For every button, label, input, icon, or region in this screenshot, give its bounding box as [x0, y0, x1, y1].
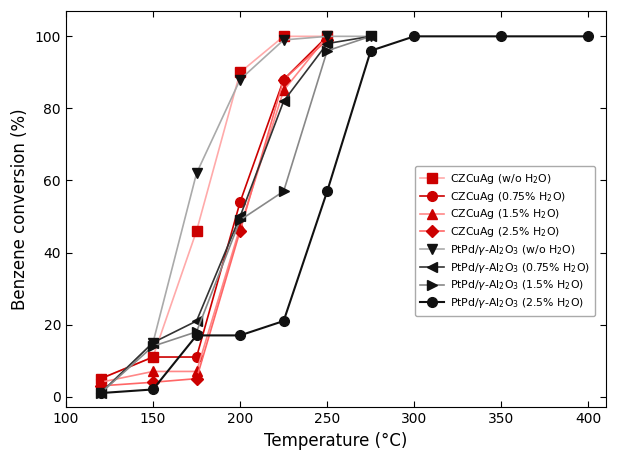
CZCuAg (0.75% H$_2$O) — [280, 77, 288, 83]
PtPd/$\gamma$-Al$_2$O$_3$ (w/o H$_2$O) — [367, 34, 375, 39]
CZCuAg (w/o H$_2$O) — [236, 70, 244, 75]
Line: PtPd/$\gamma$-Al$_2$O$_3$ (0.75% H$_2$O): PtPd/$\gamma$-Al$_2$O$_3$ (0.75% H$_2$O) — [96, 31, 376, 398]
CZCuAg (w/o H$_2$O) — [323, 34, 331, 39]
PtPd/$\gamma$-Al$_2$O$_3$ (2.5% H$_2$O) — [149, 387, 157, 392]
PtPd/$\gamma$-Al$_2$O$_3$ (w/o H$_2$O) — [280, 37, 288, 43]
PtPd/$\gamma$-Al$_2$O$_3$ (2.5% H$_2$O) — [97, 390, 104, 396]
PtPd/$\gamma$-Al$_2$O$_3$ (2.5% H$_2$O) — [236, 333, 244, 338]
Legend: CZCuAg (w/o H$_2$O), CZCuAg (0.75% H$_2$O), CZCuAg (1.5% H$_2$O), CZCuAg (2.5% H: CZCuAg (w/o H$_2$O), CZCuAg (0.75% H$_2$… — [415, 166, 595, 316]
PtPd/$\gamma$-Al$_2$O$_3$ (0.75% H$_2$O) — [193, 318, 201, 324]
PtPd/$\gamma$-Al$_2$O$_3$ (0.75% H$_2$O) — [97, 390, 104, 396]
PtPd/$\gamma$-Al$_2$O$_3$ (0.75% H$_2$O) — [236, 214, 244, 219]
CZCuAg (2.5% H$_2$O) — [236, 228, 244, 234]
PtPd/$\gamma$-Al$_2$O$_3$ (1.5% H$_2$O) — [280, 189, 288, 194]
PtPd/$\gamma$-Al$_2$O$_3$ (2.5% H$_2$O) — [280, 318, 288, 324]
CZCuAg (2.5% H$_2$O) — [323, 37, 331, 43]
CZCuAg (0.75% H$_2$O) — [236, 199, 244, 205]
CZCuAg (2.5% H$_2$O) — [149, 379, 157, 385]
PtPd/$\gamma$-Al$_2$O$_3$ (0.75% H$_2$O) — [149, 340, 157, 345]
PtPd/$\gamma$-Al$_2$O$_3$ (2.5% H$_2$O) — [585, 34, 592, 39]
PtPd/$\gamma$-Al$_2$O$_3$ (1.5% H$_2$O) — [97, 390, 104, 396]
CZCuAg (2.5% H$_2$O) — [97, 383, 104, 389]
PtPd/$\gamma$-Al$_2$O$_3$ (2.5% H$_2$O) — [367, 48, 375, 53]
CZCuAg (w/o H$_2$O) — [97, 376, 104, 381]
Line: PtPd/$\gamma$-Al$_2$O$_3$ (1.5% H$_2$O): PtPd/$\gamma$-Al$_2$O$_3$ (1.5% H$_2$O) — [96, 31, 376, 398]
CZCuAg (1.5% H$_2$O) — [323, 34, 331, 39]
X-axis label: Temperature (°C): Temperature (°C) — [264, 432, 408, 450]
PtPd/$\gamma$-Al$_2$O$_3$ (2.5% H$_2$O) — [193, 333, 201, 338]
CZCuAg (0.75% H$_2$O) — [97, 376, 104, 381]
PtPd/$\gamma$-Al$_2$O$_3$ (0.75% H$_2$O) — [323, 41, 331, 46]
PtPd/$\gamma$-Al$_2$O$_3$ (2.5% H$_2$O) — [323, 189, 331, 194]
PtPd/$\gamma$-Al$_2$O$_3$ (1.5% H$_2$O) — [236, 217, 244, 223]
PtPd/$\gamma$-Al$_2$O$_3$ (1.5% H$_2$O) — [149, 343, 157, 349]
CZCuAg (0.75% H$_2$O) — [323, 34, 331, 39]
PtPd/$\gamma$-Al$_2$O$_3$ (w/o H$_2$O) — [236, 77, 244, 83]
Y-axis label: Benzene conversion (%): Benzene conversion (%) — [11, 108, 29, 310]
CZCuAg (1.5% H$_2$O) — [236, 225, 244, 230]
PtPd/$\gamma$-Al$_2$O$_3$ (0.75% H$_2$O) — [280, 99, 288, 104]
PtPd/$\gamma$-Al$_2$O$_3$ (0.75% H$_2$O) — [367, 34, 375, 39]
Line: PtPd/$\gamma$-Al$_2$O$_3$ (2.5% H$_2$O): PtPd/$\gamma$-Al$_2$O$_3$ (2.5% H$_2$O) — [96, 31, 594, 398]
CZCuAg (1.5% H$_2$O) — [97, 379, 104, 385]
CZCuAg (w/o H$_2$O) — [149, 354, 157, 360]
CZCuAg (w/o H$_2$O) — [280, 34, 288, 39]
PtPd/$\gamma$-Al$_2$O$_3$ (1.5% H$_2$O) — [193, 329, 201, 335]
PtPd/$\gamma$-Al$_2$O$_3$ (w/o H$_2$O) — [193, 171, 201, 176]
CZCuAg (2.5% H$_2$O) — [193, 376, 201, 381]
Line: CZCuAg (w/o H$_2$O): CZCuAg (w/o H$_2$O) — [96, 31, 332, 384]
PtPd/$\gamma$-Al$_2$O$_3$ (w/o H$_2$O) — [97, 390, 104, 396]
CZCuAg (1.5% H$_2$O) — [280, 88, 288, 93]
CZCuAg (0.75% H$_2$O) — [149, 354, 157, 360]
Line: CZCuAg (2.5% H$_2$O): CZCuAg (2.5% H$_2$O) — [97, 36, 331, 390]
CZCuAg (w/o H$_2$O) — [193, 228, 201, 234]
PtPd/$\gamma$-Al$_2$O$_3$ (2.5% H$_2$O) — [498, 34, 505, 39]
PtPd/$\gamma$-Al$_2$O$_3$ (w/o H$_2$O) — [149, 340, 157, 345]
PtPd/$\gamma$-Al$_2$O$_3$ (1.5% H$_2$O) — [323, 48, 331, 53]
Line: CZCuAg (1.5% H$_2$O): CZCuAg (1.5% H$_2$O) — [96, 31, 332, 387]
Line: CZCuAg (0.75% H$_2$O): CZCuAg (0.75% H$_2$O) — [96, 31, 332, 384]
PtPd/$\gamma$-Al$_2$O$_3$ (2.5% H$_2$O) — [410, 34, 418, 39]
CZCuAg (2.5% H$_2$O) — [280, 77, 288, 83]
PtPd/$\gamma$-Al$_2$O$_3$ (1.5% H$_2$O) — [367, 34, 375, 39]
PtPd/$\gamma$-Al$_2$O$_3$ (w/o H$_2$O) — [323, 34, 331, 39]
Line: PtPd/$\gamma$-Al$_2$O$_3$ (w/o H$_2$O): PtPd/$\gamma$-Al$_2$O$_3$ (w/o H$_2$O) — [96, 31, 376, 398]
CZCuAg (1.5% H$_2$O) — [193, 369, 201, 374]
CZCuAg (0.75% H$_2$O) — [193, 354, 201, 360]
CZCuAg (1.5% H$_2$O) — [149, 369, 157, 374]
